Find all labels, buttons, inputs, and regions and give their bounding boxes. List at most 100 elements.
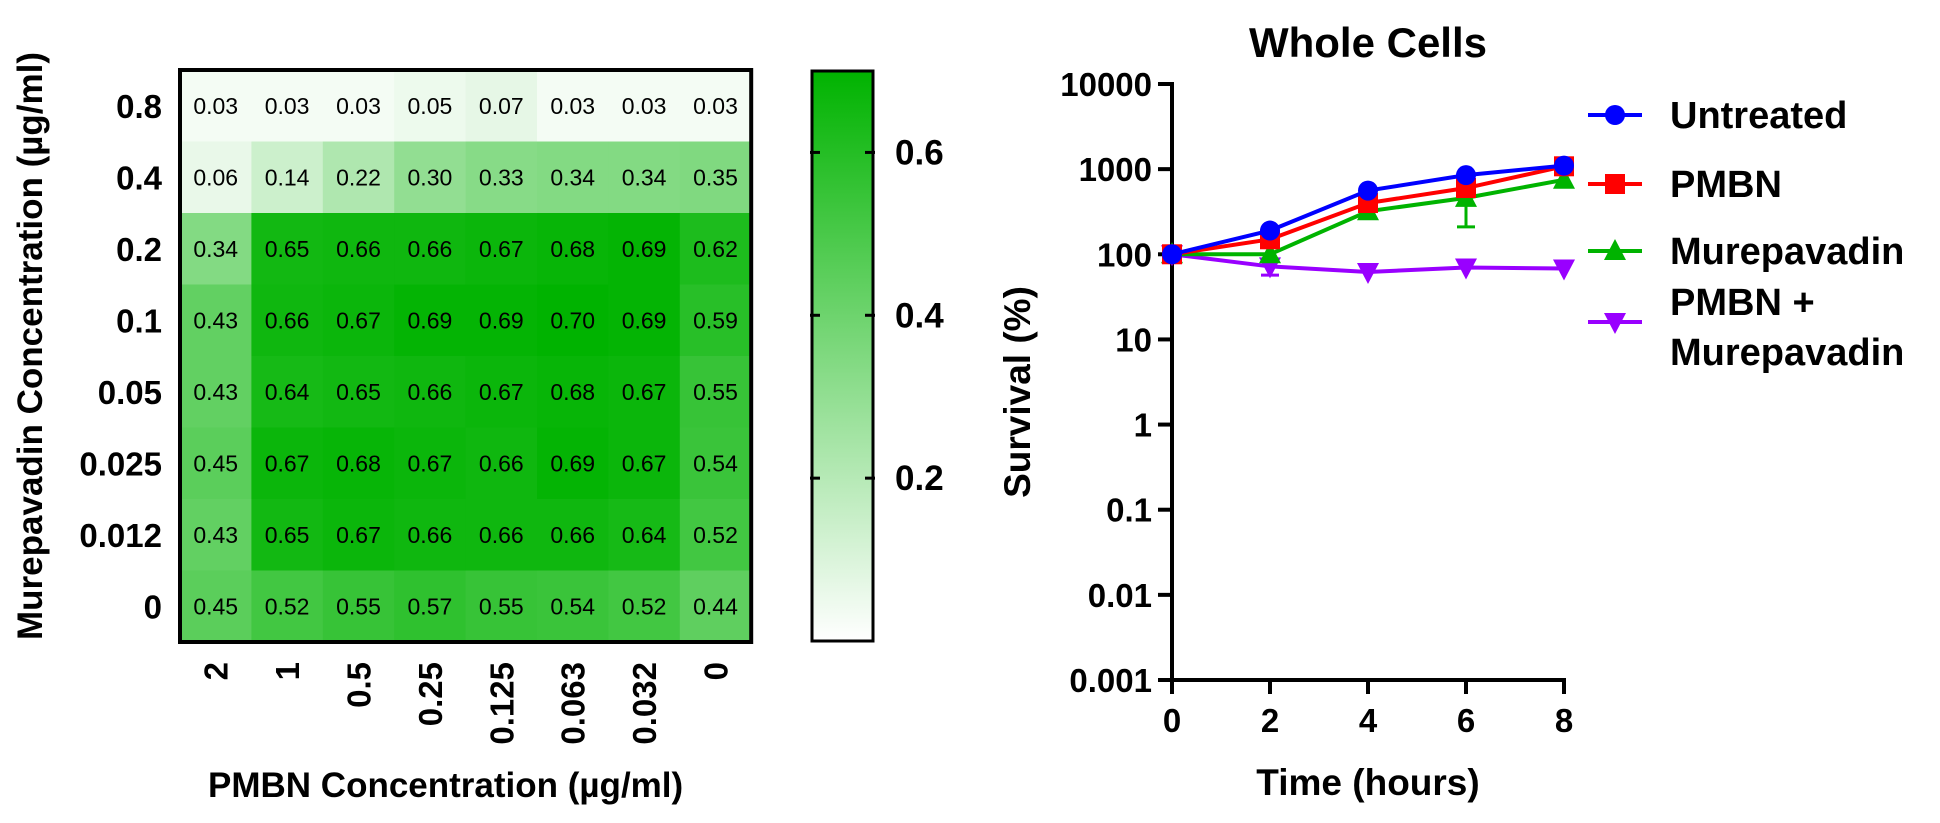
heatmap-cell: [465, 213, 538, 286]
heatmap-cell: [251, 70, 324, 143]
line-chart-y-axis-label: Survival (%): [997, 286, 1038, 498]
heatmap-cell: [251, 284, 324, 357]
y-tick-label: 0.1: [1106, 492, 1152, 529]
heatmap-cell: [679, 213, 752, 286]
heatmap-cell: [180, 213, 252, 286]
heatmap-x-axis-label: PMBN Concentration (µg/ml): [208, 766, 683, 805]
heatmap-cell: [465, 356, 538, 429]
heatmap-cell: [322, 213, 395, 286]
heatmap-cell: [465, 427, 538, 500]
heatmap-cell-value: 0.66: [479, 522, 524, 548]
heatmap-cell-value: 0.54: [550, 593, 595, 619]
heatmap-cell-value: 0.43: [193, 379, 238, 405]
heatmap-y-tick-label: 0.8: [116, 88, 162, 125]
heatmap-x-tick-labels: 2 1 0.5 0.25 0.125 0.063 0.032 0: [198, 662, 735, 745]
heatmap-cell: [180, 284, 252, 357]
heatmap-cell-value: 0.69: [622, 307, 667, 333]
heatmap-x-tick-label: 0.032: [626, 662, 663, 745]
heatmap-cell: [679, 356, 752, 429]
heatmap-cell-value: 0.65: [265, 522, 310, 548]
heatmap-cell-value: 0.69: [408, 307, 453, 333]
heatmap-cell: [251, 499, 324, 572]
legend-marker: [1605, 105, 1625, 125]
heatmap-cell-value: 0.66: [336, 236, 381, 262]
heatmap-cell-value: 0.67: [265, 450, 310, 476]
heatmap-cell: [180, 570, 252, 643]
heatmap-cell-value: 0.59: [693, 307, 738, 333]
heatmap-cell: [251, 356, 324, 429]
x-tick-label: 2: [1261, 702, 1279, 739]
data-point: [1260, 220, 1280, 241]
heatmap-cell: [537, 356, 609, 429]
heatmap-cell: [180, 70, 252, 143]
colorbar-gradient: [810, 69, 875, 643]
data-point: [1259, 242, 1281, 264]
heatmap-cell-value: 0.55: [693, 379, 738, 405]
series-0: [1162, 155, 1574, 265]
heatmap-cell-value: 0.70: [550, 307, 595, 333]
heatmap-cell-value: 0.69: [479, 307, 524, 333]
heatmap-cell-value: 0.67: [479, 379, 524, 405]
heatmap-cell-value: 0.43: [193, 522, 238, 548]
data-point: [1162, 244, 1182, 265]
heatmap-cell: [608, 70, 681, 143]
heatmap-cell-value: 0.55: [336, 593, 381, 619]
heatmap-cell: [180, 356, 252, 429]
heatmap-cell: [537, 70, 609, 143]
heatmap-cell-value: 0.66: [408, 236, 453, 262]
data-point: [1553, 259, 1575, 281]
heatmap-cell: [322, 427, 395, 500]
heatmap-cell: [180, 499, 252, 572]
heatmap-cell-value: 0.03: [336, 93, 381, 119]
heatmap-cell-value: 0.03: [693, 93, 738, 119]
heatmap-frame: [178, 68, 754, 644]
heatmap-cell: [465, 141, 538, 214]
heatmap-cell: [608, 356, 681, 429]
legend-label: PMBN: [1670, 164, 1782, 206]
heatmap-chart: 0.03 0.03 0.03 0.05 0.07 0.03 0.03 0.03 0.06 0.14…: [11, 52, 754, 805]
heatmap-y-tick-label: 0.05: [98, 374, 162, 411]
y-tick-label: 10000: [1060, 66, 1152, 103]
heatmap-cell-value: 0.22: [336, 164, 381, 190]
heatmap-x-tick-label: 0: [698, 662, 735, 680]
heatmap-cell: [608, 284, 681, 357]
heatmap-cell: [180, 427, 252, 500]
heatmap-cell-value: 0.69: [550, 450, 595, 476]
y-tick-label: 100: [1097, 236, 1152, 273]
legend-label: PMBN +: [1670, 282, 1815, 324]
y-tick-label: 0.001: [1069, 662, 1152, 699]
data-point: [1358, 180, 1378, 201]
data-point: [1357, 262, 1379, 284]
x-tick-label: 6: [1457, 702, 1475, 739]
heatmap-cell-value: 0.64: [265, 379, 310, 405]
x-tick-label: 0: [1163, 702, 1181, 739]
heatmap-cell-value: 0.14: [265, 164, 310, 190]
heatmap-cell-value: 0.68: [550, 379, 595, 405]
heatmap-cell-value: 0.03: [550, 93, 595, 119]
colorbar-ticks: 0.2 0.4 0.6: [810, 133, 944, 498]
heatmap-cell: [322, 356, 395, 429]
heatmap-cell-value: 0.62: [693, 236, 738, 262]
series-3: [1161, 245, 1575, 284]
heatmap-x-tick-label: 0.125: [483, 662, 520, 745]
heatmap-cell-value: 0.33: [479, 164, 524, 190]
heatmap-cell-value: 0.55: [479, 593, 524, 619]
heatmap-cell: [465, 499, 538, 572]
chart-legend: Untreated PMBN Murepavadin PMBN + Murepavadi…: [1588, 95, 1904, 374]
colorbar-tick-label: 0.2: [895, 459, 944, 498]
heatmap-cell-value: 0.67: [479, 236, 524, 262]
heatmap-cell: [537, 213, 609, 286]
heatmap-cell: [394, 356, 467, 429]
heatmap-cell: [394, 427, 467, 500]
heatmap-cell: [394, 284, 467, 357]
heatmap-cell: [465, 284, 538, 357]
heatmap-cell-value: 0.67: [622, 379, 667, 405]
heatmap-cell: [180, 141, 252, 214]
heatmap-cell-value: 0.34: [193, 236, 238, 262]
survival-line-chart: Whole Cells 0.0010.010.11101001000100000…: [997, 19, 1904, 803]
data-point: [1456, 165, 1476, 186]
heatmap-cell: [679, 141, 752, 214]
heatmap-cell-value: 0.64: [622, 522, 667, 548]
heatmap-colorbar: 0.2 0.4 0.6: [810, 69, 944, 643]
